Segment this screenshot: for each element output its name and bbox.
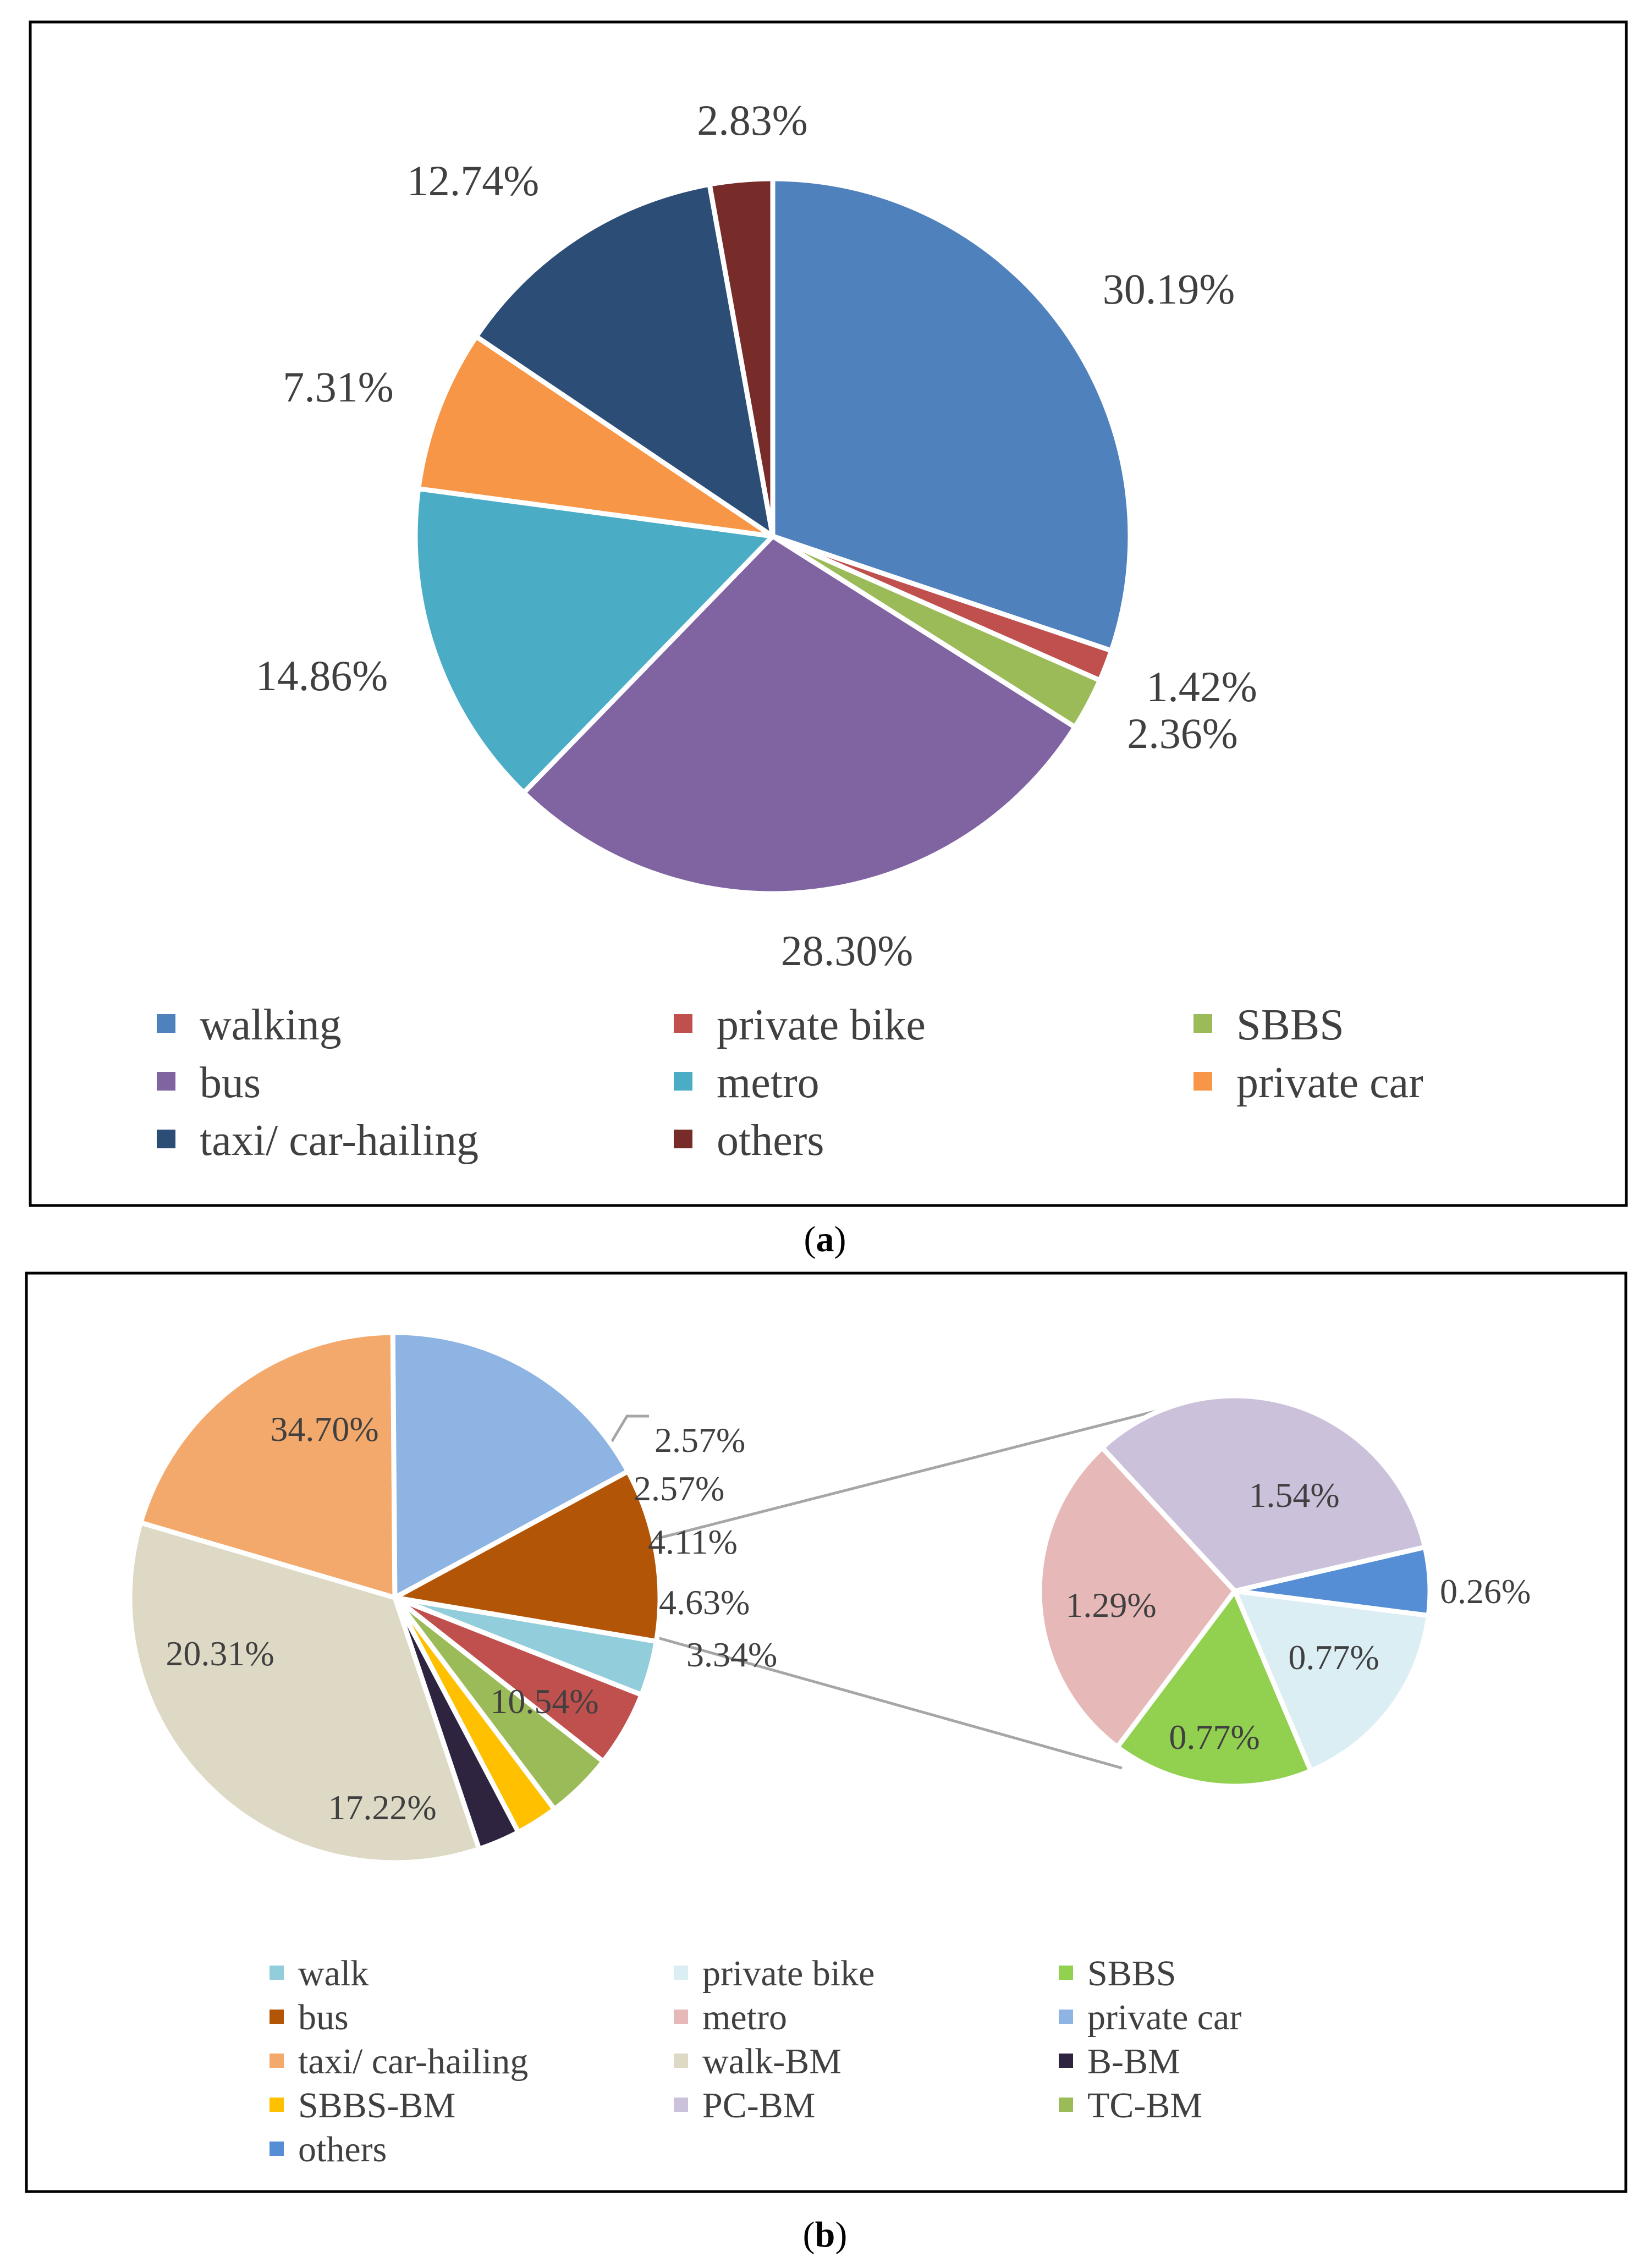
legend-b-swatch-sbbs-bm	[270, 2098, 284, 2112]
legend-b-swatch-pc-bm	[674, 2098, 688, 2112]
legend-a-label-private-car: private car	[1236, 1059, 1423, 1107]
pie-b-sec-slice-metro	[1037, 1445, 1238, 1750]
legend-a-label-bus: bus	[200, 1059, 261, 1107]
panel-b-frame	[25, 1271, 1627, 2193]
pie-b-main	[127, 1330, 663, 1865]
legend-a-label-others: others	[717, 1116, 824, 1165]
legend-b-label-others: others	[298, 2129, 387, 2170]
legend-a-swatch-sbbs	[1194, 1014, 1212, 1033]
legend-b-swatch-walk-bm	[674, 2054, 688, 2068]
legend-a-swatch-walking	[157, 1014, 175, 1033]
pie-a-slice-taxi-car-hailing	[474, 181, 776, 539]
pie-b-main-label-tc-bm-2: 4.11%	[648, 1522, 738, 1561]
legend-a-swatch-private-car	[1194, 1072, 1212, 1091]
pie-a-slice-metro	[413, 486, 776, 795]
legend-b-label-taxi-car-hailing: taxi/ car-hailing	[298, 2041, 528, 2082]
pie-b-main-label-taxi-car-hailing-6: 20.31%	[166, 1634, 274, 1673]
legend-a-label-taxi-car-hailing: taxi/ car-hailing	[200, 1116, 479, 1165]
pie-b-main-label-walk-bm-5: 34.70%	[270, 1410, 378, 1449]
legend-a-label-private-bike: private bike	[717, 1001, 926, 1049]
pie-b-main-label-walk-bm-1: 4.63%	[659, 1583, 750, 1622]
legend-a-swatch-metro	[674, 1072, 692, 1091]
legend-b-label-pc-bm: PC-BM	[702, 2085, 815, 2126]
pie-b-secondary	[1037, 1393, 1433, 1789]
pie-b-secondary-labels: 0.26% 0.77% 0.77% 1.29% 1.54%	[1065, 1476, 1531, 1757]
legend-b-label-walk: walk	[298, 1953, 369, 1994]
pie-b-connectors	[609, 1409, 1158, 1770]
pie-b-secondary-label-metro: 1.29%	[1065, 1586, 1156, 1625]
legend-b-swatch-tc-bm	[1059, 2098, 1073, 2112]
pie-b-main-slice-bus	[392, 1468, 663, 1644]
legend-b-label-bus: bus	[298, 1997, 349, 2038]
legend-a: walking private bike SBBS bus metro private c…	[157, 1001, 1423, 1165]
pie-b-main-label-sbbs-bm-3: 2.57%	[634, 1469, 724, 1508]
legend-b-swatch-private-bike	[674, 1966, 688, 1980]
legend-b-label-metro: metro	[702, 1997, 787, 2038]
legend-b-swatch-private-car	[1059, 2010, 1073, 2024]
legend-b-label-private-bike: private bike	[702, 1953, 875, 1994]
legend-b-swatch-walk	[270, 1966, 284, 1980]
panel-a-frame	[29, 20, 1628, 1207]
pie-a-label-taxi-car-hailing: 12.74%	[407, 157, 539, 205]
pie-b-main-label-bus-8: 10.54%	[490, 1682, 598, 1721]
pie-a-label-metro: 14.86%	[256, 652, 388, 700]
pie-a-label-bus: 28.30%	[781, 927, 913, 975]
legend-a-swatch-others	[674, 1130, 692, 1148]
pie-b-main-slice-taxi-car-hailing	[138, 1330, 398, 1600]
pie-b-main-slice-private-car	[390, 1330, 631, 1600]
pie-b-sec-slice-sbbs	[1115, 1588, 1313, 1789]
legend-b-swatch-sbbs	[1059, 1966, 1073, 1980]
pie-a-slice-others	[707, 176, 776, 539]
legend-b-label-sbbs-bm: SBBS-BM	[298, 2085, 455, 2126]
caption-a-letter: a	[816, 1219, 834, 1259]
pie-b-sec-slice-pc-bm	[1099, 1393, 1428, 1594]
pie-a-slice-private-car	[416, 334, 776, 539]
legend-a-label-sbbs: SBBS	[1236, 1001, 1344, 1049]
pie-b-main-label-private-car-7: 17.22%	[328, 1788, 436, 1827]
caption-a: (a)	[804, 1219, 846, 1259]
legend-b-swatch-bus	[270, 2010, 284, 2024]
legend-b-swatch-taxi-car-hailing	[270, 2054, 284, 2068]
legend-b-label-walk-bm: walk-BM	[702, 2041, 842, 2082]
legend-b-swatch-others	[270, 2142, 284, 2156]
pie-b-sec-slice-private-bike	[1232, 1588, 1431, 1774]
pie-b-main-slice-walk-bm	[127, 1520, 482, 1865]
pie-b-secondary-label-sbbs: 0.77%	[1169, 1717, 1260, 1757]
pie-b-leader-line	[609, 1414, 649, 1445]
legend-b-label-sbbs: SBBS	[1087, 1953, 1176, 1994]
legend-a-swatch-private-bike	[674, 1014, 692, 1033]
pie-a-label-walking: 30.19%	[1103, 265, 1235, 313]
pie-b-main-labels: 3.34% 4.63% 4.11% 2.57% 2.57% 34.70% 20.31% 17.…	[166, 1410, 777, 1827]
legend-b-label-tc-bm: TC-BM	[1087, 2085, 1202, 2126]
legend-a-label-metro: metro	[717, 1059, 820, 1107]
legend-b-swatch-b-bm	[1059, 2054, 1073, 2068]
pie-b-secondary-label-others: 0.26%	[1440, 1572, 1531, 1611]
legend-a-swatch-bus	[157, 1072, 175, 1091]
caption-b-letter: b	[815, 2215, 835, 2255]
pie-b-secondary-label-pc-bm: 1.54%	[1248, 1476, 1339, 1515]
legend-b-label-b-bm: B-BM	[1087, 2041, 1180, 2082]
pie-a-slice-walking	[770, 176, 1133, 653]
legend-a-swatch-taxi-car-hailing	[157, 1130, 175, 1148]
legend-a-label-walking: walking	[200, 1001, 342, 1049]
caption-b: (b)	[803, 2215, 848, 2255]
legend-b: walk private bike SBBS bus metro private car t…	[270, 1953, 1241, 2170]
pie-b-connector-top	[651, 1409, 1158, 1542]
pie-a-slice-bus	[521, 533, 1078, 896]
legend-b-swatch-metro	[674, 2010, 688, 2024]
pie-a-label-others: 2.83%	[697, 96, 807, 144]
pie-b-main-label-walk-0: 3.34%	[686, 1635, 777, 1674]
legend-b-label-private-car: private car	[1087, 1997, 1241, 2038]
pie-b-main-label-b-bm-4: 2.57%	[654, 1421, 745, 1460]
pie-b-connector-bottom	[651, 1634, 1123, 1770]
pie-a-label-private-car: 7.31%	[283, 363, 393, 411]
pie-a-label-sbbs: 2.36%	[1127, 709, 1238, 757]
pie-a-label-private-bike: 1.42%	[1146, 663, 1257, 711]
pie-a	[413, 176, 1133, 896]
pie-a-labels: 30.19% 1.42%2.36% 28.30% 14.86% 7.31% 12.74% 2…	[256, 96, 1257, 975]
pie-b-secondary-label-private-bike: 0.77%	[1288, 1638, 1379, 1677]
